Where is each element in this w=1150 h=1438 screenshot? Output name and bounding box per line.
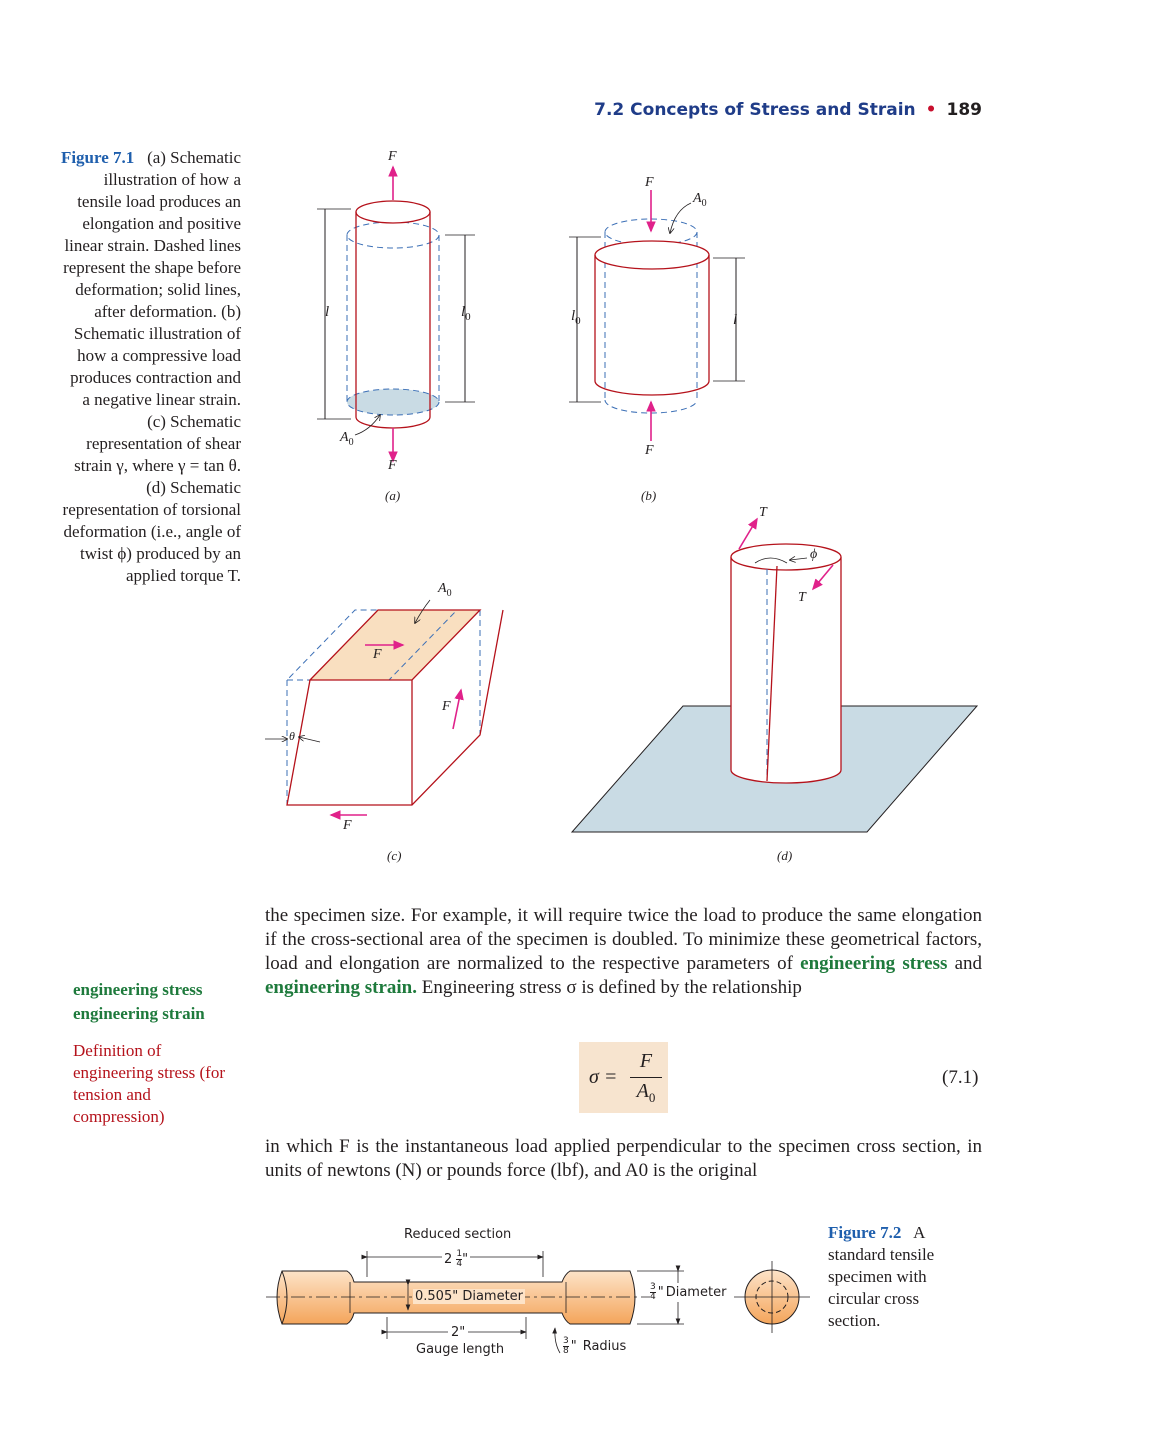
figure-7-1b-compression	[569, 190, 745, 441]
l-label-a: l	[325, 304, 330, 320]
margin-term-strain: engineering strain	[73, 1004, 205, 1023]
keyword-engineering-strain: engineering strain.	[265, 977, 417, 998]
l0-label-b: l0	[571, 308, 581, 327]
reduced-section-label: Reduced section	[404, 1227, 512, 1242]
gauge-length-label: Gauge length	[416, 1342, 505, 1357]
f-label-b-top: F	[645, 175, 654, 190]
figure-7-2-diagram	[266, 1251, 810, 1354]
f-label-b-bottom: F	[645, 443, 654, 458]
figure-7-1d-torsion	[570, 517, 979, 833]
header-separator: •	[925, 100, 937, 120]
reduced-diameter-label: 0.505" Diameter	[413, 1289, 526, 1304]
a0-label-b: A0	[693, 191, 707, 209]
figure-7-1-caption-text: (a) Schematic illustration of how a tens…	[62, 148, 241, 585]
margin-definition: Definition of engineering stress (for te…	[73, 1041, 226, 1126]
margin-term-stress: engineering stress	[73, 980, 203, 999]
sublabel-b: (b)	[641, 488, 657, 503]
body-paragraph-1: the specimen size. For example, it will …	[265, 905, 983, 998]
figure-7-1-diagram	[265, 165, 979, 833]
figure-7-2-label: Figure 7.2	[828, 1223, 902, 1242]
sublabel-d: (d)	[777, 848, 793, 863]
l-label-b: l	[733, 312, 738, 328]
figure-7-2-caption: Figure 7.2 A standard tensile specimen w…	[828, 1222, 968, 1332]
equation-lhs: σ =	[589, 1066, 618, 1088]
reduced-length-value: 2 1 4 "	[442, 1249, 471, 1269]
equation-denominator: A0	[636, 1080, 656, 1105]
l0-label-a: l0	[461, 304, 471, 323]
t-label-top: T	[759, 505, 767, 520]
f-label-c-top: F	[373, 647, 382, 662]
fraction-bar	[630, 1077, 662, 1078]
margin-keywords: engineering stress engineering strain	[73, 978, 205, 1026]
sublabel-a: (a)	[385, 488, 401, 503]
sublabel-c: (c)	[387, 848, 402, 863]
figure-7-1c-shear	[265, 599, 504, 820]
a0-label-a: A0	[340, 430, 354, 448]
end-diameter-label: 3 4 " Diameter	[650, 1282, 727, 1302]
figure-7-2-caption-text: A standard tensile specimen with circula…	[828, 1223, 935, 1330]
gauge-length-value: 2"	[448, 1325, 469, 1340]
equation-numerator: F	[639, 1050, 653, 1072]
body-paragraph-2: in which F is the instantaneous load app…	[265, 1136, 982, 1181]
f-label-a-top: F	[388, 149, 397, 164]
page-number: 189	[946, 100, 983, 120]
t-label-side: T	[798, 590, 806, 605]
a0-label-c: A0	[438, 581, 452, 599]
theta-label: θ	[289, 729, 295, 743]
f-label-c-bottom: F	[343, 818, 352, 833]
equation-number: (7.1)	[942, 1067, 979, 1088]
section-title: 7.2 Concepts of Stress and Strain	[594, 100, 916, 120]
figure-7-1a-tension	[317, 165, 475, 463]
radius-label: 3 8 " Radius	[563, 1336, 627, 1356]
keyword-engineering-stress: engineering stress	[800, 953, 948, 974]
f-label-a-bottom: F	[388, 458, 397, 473]
figure-7-1-caption: Figure 7.1 (a) Schematic illustration of…	[60, 147, 241, 587]
figure-7-1-label: Figure 7.1	[60, 148, 135, 167]
phi-label: ϕ	[810, 547, 818, 562]
running-header: 7.2 Concepts of Stress and Strain • 189	[594, 100, 982, 120]
f-label-c-side: F	[442, 699, 451, 714]
